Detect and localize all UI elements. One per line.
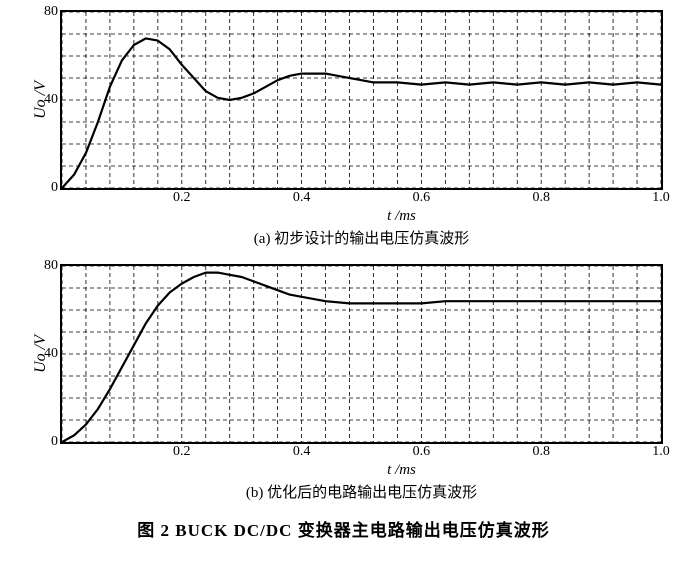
- xtick-label: 0.2: [173, 190, 191, 206]
- xtick-label: 0.8: [532, 190, 550, 206]
- ytick-label: 0: [51, 434, 58, 450]
- chart-b-x-label: t /ms: [140, 462, 663, 479]
- chart-a-subcaption: (a) 初步设计的输出电压仿真波形: [60, 227, 663, 248]
- figure-caption: 图 2 BUCK DC/DC 变换器主电路输出电压仿真波形: [14, 516, 673, 541]
- xtick-label: 1.0: [652, 190, 670, 206]
- ytick-label: 40: [44, 346, 58, 362]
- ytick-label: 80: [44, 258, 58, 274]
- chart-a-x-label: t /ms: [140, 208, 663, 225]
- ytick-label: 0: [51, 180, 58, 196]
- xtick-label: 0.8: [532, 444, 550, 460]
- xtick-label: 1.0: [652, 444, 670, 460]
- chart-b-plot: Uo /V 040800.20.40.60.81.0: [60, 264, 663, 444]
- chart-a-plot: Uo /V 040800.20.40.60.81.0: [60, 10, 663, 190]
- ytick-label: 40: [44, 92, 58, 108]
- xtick-label: 0.4: [293, 190, 311, 206]
- ytick-label: 80: [44, 4, 58, 20]
- xtick-label: 0.2: [173, 444, 191, 460]
- chart-a-wrap: Uo /V 040800.20.40.60.81.0 t /ms (a) 初步设…: [60, 10, 663, 248]
- xtick-label: 0.6: [413, 444, 431, 460]
- xtick-label: 0.6: [413, 190, 431, 206]
- xtick-label: 0.4: [293, 444, 311, 460]
- chart-b-subcaption: (b) 优化后的电路输出电压仿真波形: [60, 481, 663, 502]
- chart-b-wrap: Uo /V 040800.20.40.60.81.0 t /ms (b) 优化后…: [60, 264, 663, 502]
